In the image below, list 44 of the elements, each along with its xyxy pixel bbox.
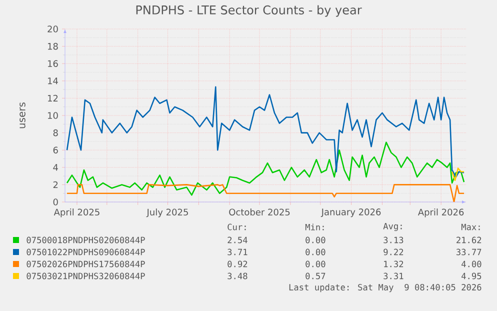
y-tick-label: 10 — [48, 112, 58, 119]
y-axis-title: users — [20, 102, 26, 128]
text: Max: — [461, 224, 480, 230]
text: 0.92 — [228, 260, 248, 268]
text: 1.32 — [384, 260, 404, 268]
legend-label: 07502026PNDPHS17560844P — [26, 260, 145, 268]
text: 0.00 — [306, 260, 326, 268]
y-tick-label: 14 — [48, 78, 58, 84]
text: Last update: Sat May 9 08:40:05 2026 — [289, 284, 482, 292]
x-tick-label: April 2026 — [418, 208, 464, 218]
text: 4.95 — [462, 272, 482, 280]
text: 9.22 — [384, 248, 404, 256]
y-tick-label: 8 — [53, 129, 58, 136]
y-tick-label: 2 — [53, 181, 58, 188]
text: 3.71 — [228, 248, 248, 256]
x-tick-label: April 2025 — [54, 208, 100, 218]
y-tick-label: 16 — [48, 60, 58, 67]
text: 2.54 — [228, 236, 248, 244]
x-tick-label: July 2025 — [146, 208, 188, 218]
y-tick-label: 12 — [48, 94, 58, 102]
text: 3.13 — [384, 236, 404, 244]
text: 0.00 — [306, 248, 326, 256]
text: Avg: — [383, 222, 402, 232]
legend-label: 07500018PNDPHS02060844P — [26, 236, 145, 244]
y-tick-label: 20 — [48, 26, 58, 32]
text: 21.62 — [456, 236, 482, 244]
y-tick-label: 6 — [53, 146, 58, 154]
y-tick-label: 4 — [53, 164, 58, 171]
text: 4.00 — [462, 260, 482, 268]
text: 0.00 — [306, 236, 326, 244]
text: Min: — [305, 224, 324, 230]
legend-label: 07503021PNDPHS32060844P — [26, 272, 145, 280]
text: 3.48 — [228, 272, 248, 280]
line-series — [66, 86, 465, 178]
legend-label: 07501022PNDPHS09060844P — [26, 248, 145, 256]
y-tick-label: 0 — [53, 198, 58, 206]
x-tick-label: January 2026 — [320, 208, 381, 218]
text: Cur: — [228, 224, 246, 230]
x-tick-label: October 2025 — [229, 208, 290, 216]
text: 3.31 — [384, 272, 404, 280]
chart-title: PNDPHS - LTE Sector Counts - by year — [136, 5, 362, 17]
text: 0.57 — [306, 272, 326, 280]
y-tick-label: 18 — [48, 42, 58, 50]
text: 33.77 — [456, 248, 482, 256]
